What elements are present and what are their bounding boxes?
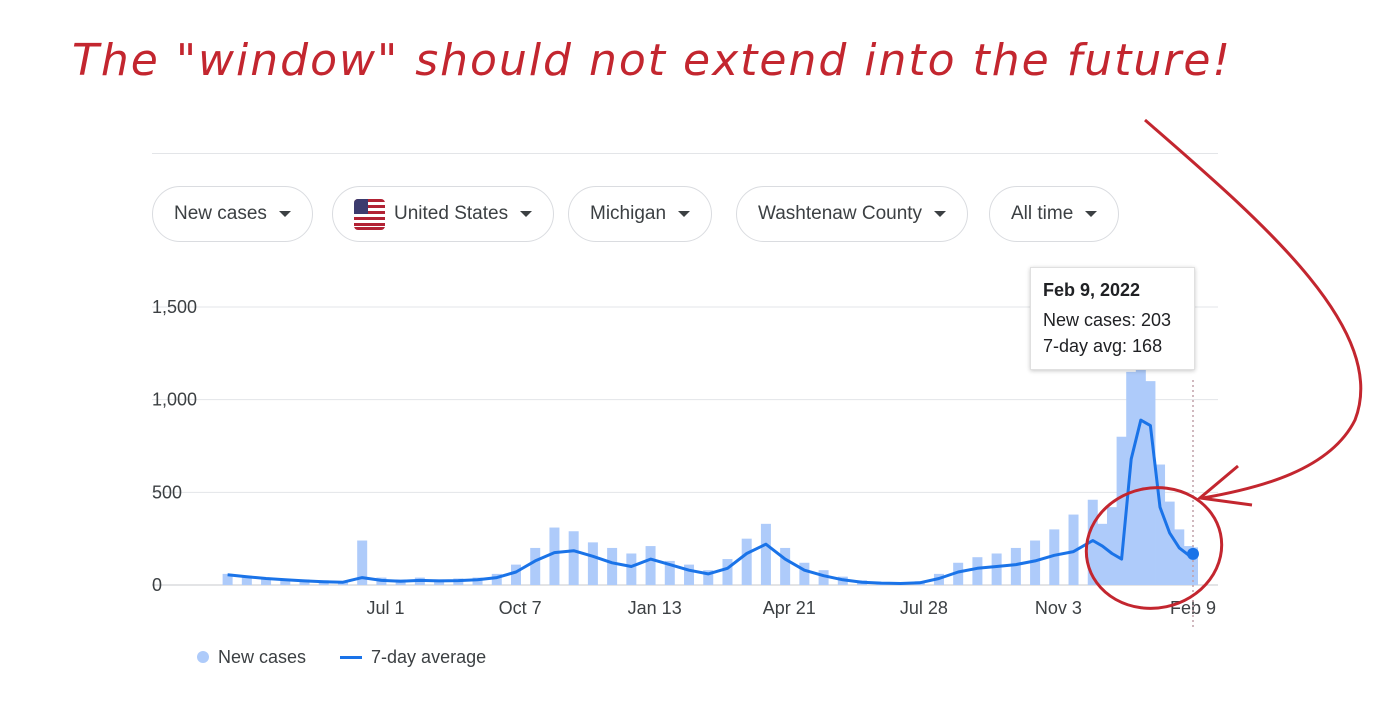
new-cases-bar [664, 560, 675, 585]
new-cases-bar [510, 564, 521, 585]
chevron-down-icon [520, 211, 533, 217]
new-cases-bar [530, 547, 541, 585]
hover-point [1187, 547, 1199, 560]
chevron-down-icon [1085, 211, 1098, 217]
annotation-circle [1084, 486, 1224, 610]
new-cases-bar [1145, 381, 1156, 585]
x-tick-label: Jan 13 [628, 598, 682, 618]
new-cases-bar [991, 553, 1002, 585]
new-cases-bar [1087, 499, 1098, 585]
annotation-text: The "window" should not extend into the … [72, 35, 1233, 86]
x-tick-label: Jul 28 [900, 598, 948, 618]
chevron-down-icon [278, 211, 291, 217]
filter-state[interactable]: Michigan [568, 186, 713, 242]
chart-legend: New cases 7-day average [197, 645, 486, 669]
x-tick-label: Jul 1 [367, 598, 405, 618]
x-tick-label: Oct 7 [499, 598, 542, 618]
y-tick-label: 1,000 [152, 390, 197, 410]
new-cases-bar [241, 575, 252, 585]
filter-timerange-label: All time [1011, 203, 1074, 224]
filter-country[interactable]: United States [332, 186, 555, 242]
seven-day-average-legend-icon [340, 655, 363, 659]
new-cases-bar [818, 570, 829, 585]
new-cases-bar [741, 538, 752, 585]
new-cases-bar [645, 546, 656, 585]
new-cases-bar [1068, 514, 1079, 585]
new-cases-legend-icon [197, 651, 209, 663]
x-tick-label: Apr 21 [763, 598, 816, 618]
seven-day-average-line [227, 418, 1194, 585]
new-cases-bar [684, 564, 695, 585]
new-cases-bar [760, 523, 771, 585]
new-cases-bar [280, 578, 291, 585]
chart-tooltip: Feb 9, 2022 New cases: 203 7-day avg: 16… [1030, 267, 1195, 370]
annotation-arrow [1144, 118, 1363, 500]
new-cases-bar [607, 547, 618, 585]
hover-marker [1187, 380, 1199, 630]
new-cases-bar [722, 559, 733, 585]
new-cases-bar [1126, 371, 1137, 585]
y-tick-label: 500 [152, 482, 182, 502]
x-axis-ticks: Jul 1 Oct 7 Jan 13 Apr 21 Jul 28 Nov 3 Feb 9 [367, 598, 1216, 618]
new-cases-bar [261, 577, 272, 585]
filter-county[interactable]: Washtenaw County [736, 186, 969, 242]
filter-county-label: Washtenaw County [758, 203, 923, 224]
filter-timerange[interactable]: All time [989, 186, 1120, 242]
tooltip-date: Feb 9, 2022 [1043, 280, 1141, 300]
filter-country-label: United States [394, 203, 509, 224]
filter-metric-label: New cases [174, 203, 267, 224]
x-tick-label: Nov 3 [1035, 598, 1082, 618]
new-cases-bar [1135, 334, 1146, 585]
legend-new-cases: New cases [218, 646, 307, 667]
new-cases-bar [1097, 523, 1108, 585]
new-cases-bar [626, 553, 637, 585]
new-cases-bar [222, 573, 233, 585]
chevron-down-icon [678, 211, 691, 217]
us-flag-icon [354, 198, 385, 230]
new-cases-bar [780, 547, 791, 585]
new-cases-bar [1116, 436, 1127, 585]
chevron-down-icon [934, 211, 947, 217]
new-cases-bar [972, 557, 983, 585]
new-cases-bar [1010, 547, 1021, 585]
y-axis-ticks: 0 500 1,000 1,500 [152, 297, 197, 595]
new-cases-bar [1049, 529, 1060, 585]
annotation-arrowhead [1196, 464, 1253, 507]
new-cases-bar [1174, 529, 1185, 585]
tooltip-new-cases: New cases: 203 [1043, 310, 1172, 330]
new-cases-bar [1155, 464, 1166, 585]
new-cases-bar [1106, 507, 1117, 585]
new-cases-bar [357, 540, 368, 585]
tooltip-avg: 7-day avg: 168 [1043, 336, 1163, 356]
filter-state-label: Michigan [590, 203, 667, 224]
new-cases-bar [953, 562, 964, 585]
legend-avg: 7-day average [371, 646, 487, 667]
filter-metric[interactable]: New cases [152, 186, 313, 242]
new-cases-bar [1164, 501, 1175, 585]
seven-day-average-path [227, 418, 1194, 585]
y-tick-label: 0 [152, 575, 162, 595]
new-cases-bar [1030, 540, 1041, 585]
new-cases-bar [568, 531, 579, 585]
new-cases-bars [222, 334, 1198, 585]
annotation-marks [1084, 118, 1363, 610]
new-cases-bar [549, 527, 560, 585]
top-divider [152, 153, 1218, 154]
new-cases-bar [799, 562, 810, 585]
new-cases-bar [491, 573, 502, 585]
new-cases-bar [703, 570, 714, 585]
new-cases-bar [587, 542, 598, 585]
y-tick-label: 1,500 [152, 297, 197, 317]
